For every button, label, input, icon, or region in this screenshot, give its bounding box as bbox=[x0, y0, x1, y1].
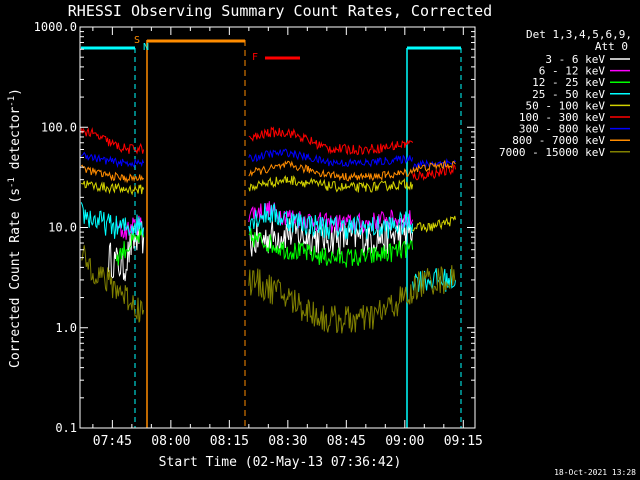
series-line bbox=[80, 127, 145, 155]
legend-entry-label: 800 - 7000 keV bbox=[512, 134, 605, 147]
y-axis-label: Corrected Count Rate (s-1 detector-1) bbox=[7, 88, 23, 368]
series-line bbox=[412, 157, 456, 171]
y-axis-label-end: ) bbox=[8, 88, 23, 96]
legend-header-detectors: Det 1,3,4,5,6,9, bbox=[526, 28, 632, 41]
series-line bbox=[412, 265, 456, 300]
series-7000-15000-kev bbox=[81, 245, 456, 334]
x-tick-label: 09:00 bbox=[385, 434, 424, 449]
x-axis-label: Start Time (02-May-13 07:36:42) bbox=[159, 455, 402, 470]
y-axis-label-main: Corrected Count Rate (s bbox=[8, 188, 23, 368]
y-tick-label: 0.1 bbox=[55, 421, 77, 435]
series-line bbox=[248, 228, 414, 268]
annotation-s: S bbox=[134, 35, 140, 46]
legend-entry-label: 50 - 100 keV bbox=[526, 99, 606, 112]
series-300-800-kev bbox=[80, 148, 456, 171]
legend-entry-label: 3 - 6 keV bbox=[545, 53, 605, 66]
series-line bbox=[412, 215, 456, 233]
legend-header-attenuator: Att 0 bbox=[595, 40, 628, 53]
series-line bbox=[248, 203, 414, 240]
y-axis-label-sup1: -1 bbox=[7, 177, 17, 188]
legend-entry-label: 300 - 800 keV bbox=[519, 123, 605, 136]
legend-entry-label: 12 - 25 keV bbox=[532, 76, 605, 89]
series-line bbox=[80, 151, 145, 169]
x-tick-label: 08:30 bbox=[268, 434, 307, 449]
series-line bbox=[248, 148, 414, 168]
legend-entry-label: 6 - 12 keV bbox=[539, 65, 606, 78]
series-line bbox=[80, 180, 145, 196]
x-tick-label: 09:15 bbox=[444, 434, 483, 449]
x-tick-label: 07:45 bbox=[93, 434, 132, 449]
timestamp: 18-Oct-2021 13:28 bbox=[554, 468, 636, 477]
y-tick-label: 1000.0 bbox=[34, 20, 77, 34]
y-axis-label-sup2: -1 bbox=[7, 96, 17, 107]
series-line bbox=[248, 160, 414, 182]
y-axis-label-mid: detector bbox=[8, 107, 23, 178]
plot-area: SN F bbox=[80, 35, 462, 428]
series-line bbox=[81, 245, 145, 323]
x-tick-label: 08:45 bbox=[327, 434, 366, 449]
series-line bbox=[80, 164, 145, 184]
legend-entry-label: 100 - 300 keV bbox=[519, 111, 605, 124]
x-tick-label: 08:00 bbox=[151, 434, 190, 449]
chart-title: RHESSI Observing Summary Count Rates, Co… bbox=[68, 2, 492, 20]
annotation-f: F bbox=[252, 52, 258, 63]
series-12-25-kev bbox=[115, 227, 414, 268]
series-line bbox=[248, 268, 414, 334]
series-800-7000-kev bbox=[80, 159, 456, 184]
legend-entry-label: 25 - 50 keV bbox=[532, 88, 605, 101]
series-line bbox=[248, 175, 414, 193]
y-tick-label: 100.0 bbox=[41, 120, 77, 134]
series-line bbox=[412, 159, 456, 173]
y-tick-label: 10.0 bbox=[48, 221, 77, 235]
series-line bbox=[248, 126, 414, 156]
y-tick-label: 1.0 bbox=[55, 321, 77, 335]
axis-ticks: 0.1 1.0 10.0 100.0 1000.0 07:45 08:00 08:15 08:3… bbox=[34, 20, 483, 449]
x-tick-label: 08:15 bbox=[210, 434, 249, 449]
series-line bbox=[80, 202, 145, 239]
series-line bbox=[115, 227, 145, 266]
legend-entry-label: 7000 - 15000 keV bbox=[499, 146, 605, 159]
series-50-100-kev bbox=[80, 175, 456, 233]
annotation-n: N bbox=[143, 42, 149, 53]
